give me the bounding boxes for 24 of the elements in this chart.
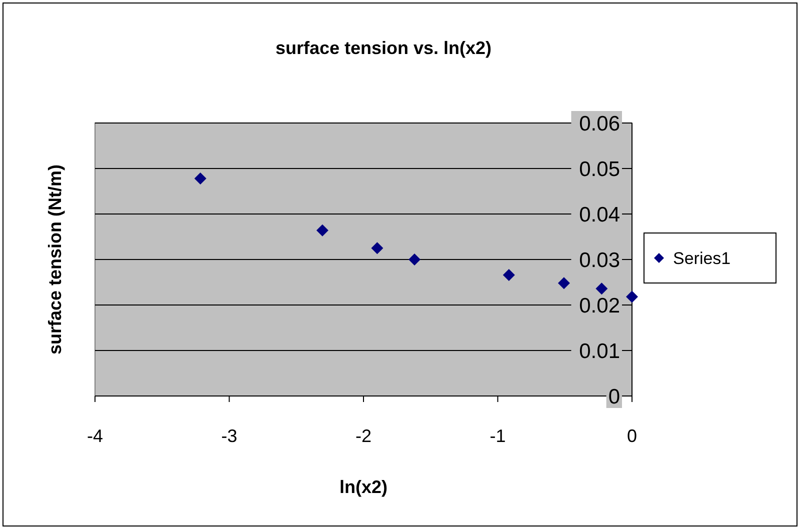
y-tick-label: 0.01 [579,340,620,363]
point [596,282,608,295]
y-tick-label: 0.03 [579,248,620,272]
y-tick-label: 0 [608,385,620,408]
legend-label: Series1 [673,248,731,268]
x-tick-label: -3 [221,426,238,446]
y-axis-title: surface tension (Nt/m) [45,164,65,355]
y-tick-label: 0.04 [579,203,620,226]
y-tick-label: 0.06 [579,112,620,136]
x-tick-label: -2 [355,426,372,446]
point [194,172,206,185]
y-tick-label: 0.05 [579,158,620,181]
point [371,242,384,254]
point [408,254,421,266]
chart-title: surface tension vs. ln(x2) [275,38,492,58]
x-tick-label: -1 [490,426,506,446]
y-tick-label: 0.02 [579,294,620,318]
point [626,290,638,303]
x-axis-title: ln(x2) [339,477,388,497]
x-tick-label: 0 [626,426,638,446]
point [502,268,515,281]
point [316,224,328,236]
x-tick-label: -4 [86,426,104,446]
point [558,277,570,290]
